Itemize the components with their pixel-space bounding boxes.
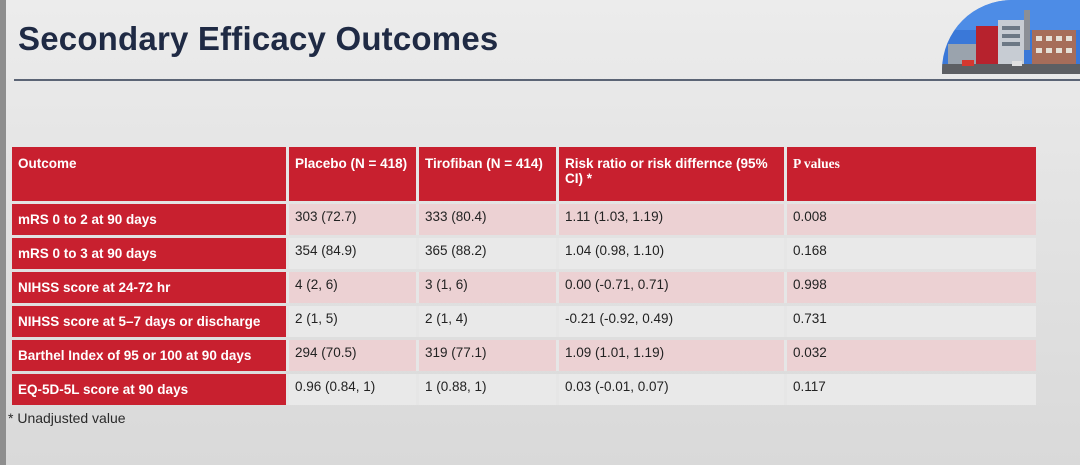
row-outcome-label: Barthel Index of 95 or 100 at 90 days (12, 340, 289, 371)
placebo-value: 303 (72.7) (289, 204, 419, 235)
table-row: NIHSS score at 5–7 days or discharge 2 (… (12, 306, 1036, 337)
p-value: 0.032 (787, 340, 1036, 371)
table-row: NIHSS score at 24-72 hr 4 (2, 6) 3 (1, 6… (12, 272, 1036, 303)
table-row: Barthel Index of 95 or 100 at 90 days 29… (12, 340, 1036, 371)
column-header-placebo: Placebo (N = 418) (289, 147, 419, 201)
p-value: 0.731 (787, 306, 1036, 337)
building-photo-icon (942, 0, 1080, 74)
p-value: 0.117 (787, 374, 1036, 405)
table-row: mRS 0 to 2 at 90 days 303 (72.7) 333 (80… (12, 204, 1036, 235)
footnote: * Unadjusted value (8, 410, 126, 426)
row-outcome-label: mRS 0 to 2 at 90 days (12, 204, 289, 235)
outcomes-table: Outcome Placebo (N = 418) Tirofiban (N =… (12, 144, 1036, 408)
row-outcome-label: NIHSS score at 24-72 hr (12, 272, 289, 303)
tirofiban-value: 2 (1, 4) (419, 306, 559, 337)
tirofiban-value: 319 (77.1) (419, 340, 559, 371)
p-value: 0.008 (787, 204, 1036, 235)
row-outcome-label: mRS 0 to 3 at 90 days (12, 238, 289, 269)
screen-bezel (0, 0, 6, 465)
column-header-risk-ratio: Risk ratio or risk differnce (95% CI) * (559, 147, 787, 201)
table-row: mRS 0 to 3 at 90 days 354 (84.9) 365 (88… (12, 238, 1036, 269)
risk-ratio-value: 0.00 (-0.71, 0.71) (559, 272, 787, 303)
tirofiban-value: 333 (80.4) (419, 204, 559, 235)
table-row: EQ-5D-5L score at 90 days 0.96 (0.84, 1)… (12, 374, 1036, 405)
building-photo (942, 0, 1080, 74)
row-outcome-label: EQ-5D-5L score at 90 days (12, 374, 289, 405)
placebo-value: 294 (70.5) (289, 340, 419, 371)
p-value: 0.998 (787, 272, 1036, 303)
tirofiban-value: 1 (0.88, 1) (419, 374, 559, 405)
risk-ratio-value: -0.21 (-0.92, 0.49) (559, 306, 787, 337)
risk-ratio-value: 0.03 (-0.01, 0.07) (559, 374, 787, 405)
risk-ratio-value: 1.09 (1.01, 1.19) (559, 340, 787, 371)
placebo-value: 4 (2, 6) (289, 272, 419, 303)
column-header-p-values: P values (787, 147, 1036, 201)
column-header-tirofiban: Tirofiban (N = 414) (419, 147, 559, 201)
risk-ratio-value: 1.11 (1.03, 1.19) (559, 204, 787, 235)
placebo-value: 354 (84.9) (289, 238, 419, 269)
tirofiban-value: 3 (1, 6) (419, 272, 559, 303)
risk-ratio-value: 1.04 (0.98, 1.10) (559, 238, 787, 269)
row-outcome-label: NIHSS score at 5–7 days or discharge (12, 306, 289, 337)
table-header-row: Outcome Placebo (N = 418) Tirofiban (N =… (12, 147, 1036, 201)
placebo-value: 0.96 (0.84, 1) (289, 374, 419, 405)
title-divider (14, 79, 1080, 81)
p-value: 0.168 (787, 238, 1036, 269)
tirofiban-value: 365 (88.2) (419, 238, 559, 269)
placebo-value: 2 (1, 5) (289, 306, 419, 337)
column-header-outcome: Outcome (12, 147, 289, 201)
slide-title: Secondary Efficacy Outcomes (18, 20, 499, 57)
